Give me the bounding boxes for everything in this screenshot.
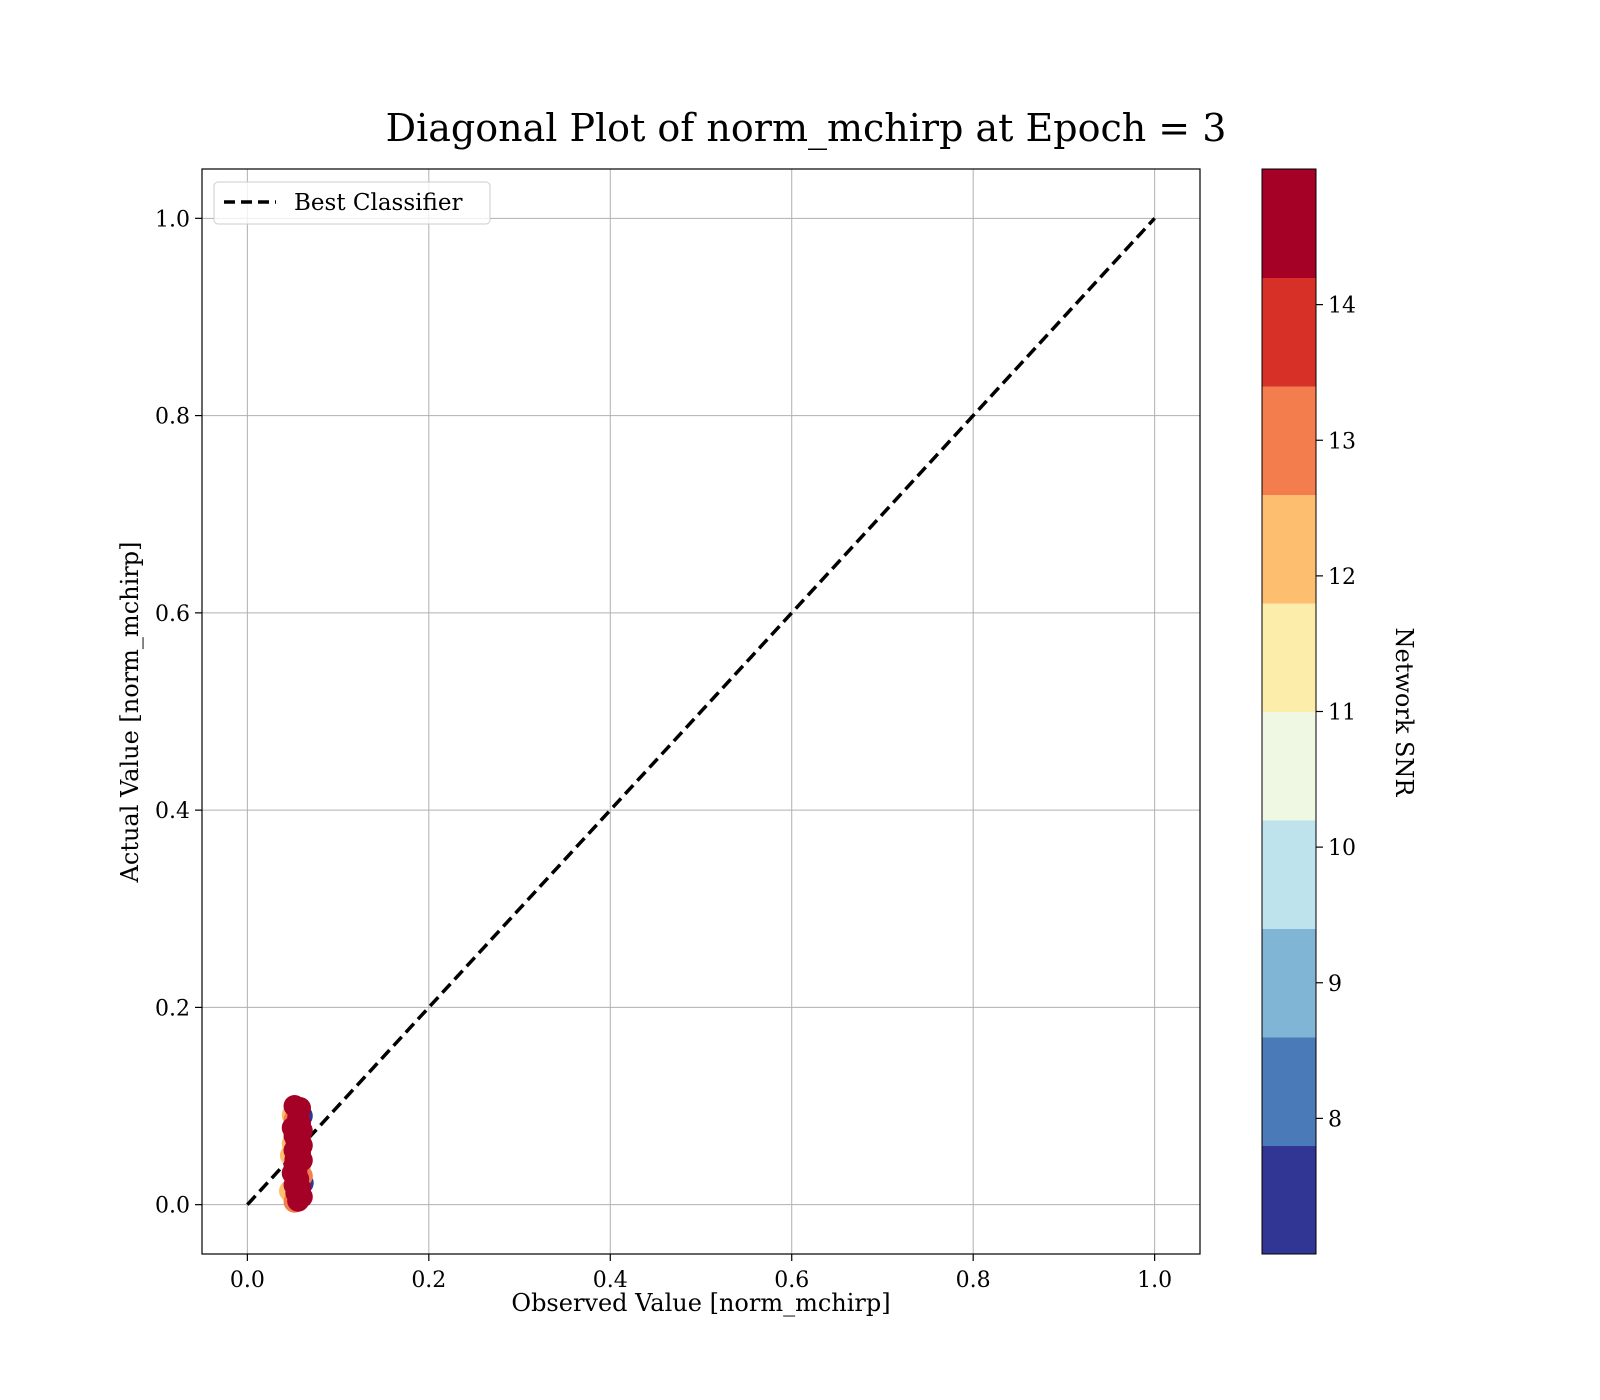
x-tick-label: 0.4 <box>593 1268 628 1293</box>
best-classifier-line <box>246 217 1156 1206</box>
colorbar-segment <box>1262 494 1316 604</box>
y-axis-label: Actual Value [norm_mchirp] <box>116 542 144 884</box>
x-axis-ticks: 0.0 0.2 0.4 0.6 0.8 1.0 <box>230 1254 1172 1293</box>
x-tick-label: 0.6 <box>774 1268 809 1293</box>
colorbar-tick-label: 10 <box>1328 836 1356 861</box>
colorbar <box>1262 169 1316 1255</box>
x-tick-label: 0.8 <box>956 1268 991 1293</box>
y-tick-label: 1.0 <box>155 207 190 232</box>
scatter-point <box>290 1185 313 1208</box>
scatter-point <box>283 1095 306 1118</box>
colorbar-segment <box>1262 1145 1316 1255</box>
colorbar-tick-label: 11 <box>1328 701 1356 726</box>
y-tick-label: 0.6 <box>155 602 190 627</box>
colorbar-tick-label: 12 <box>1328 565 1356 590</box>
colorbar-segment <box>1262 277 1316 387</box>
plot-area-frame <box>201 168 1201 1255</box>
legend: Best Classifier <box>213 181 491 225</box>
colorbar-segment <box>1262 386 1316 495</box>
colorbar-segment <box>1262 169 1316 278</box>
scatter-point <box>286 1111 309 1134</box>
x-tick-label: 1.0 <box>1137 1268 1172 1293</box>
colorbar-tick-label: 13 <box>1328 429 1356 454</box>
colorbar-segment <box>1262 1037 1316 1146</box>
legend-box <box>213 181 491 225</box>
x-axis-label: Observed Value [norm_mchirp] <box>511 1289 890 1317</box>
colorbar-segment <box>1262 603 1316 712</box>
colorbar-segment <box>1262 820 1316 929</box>
scatter-points <box>279 1095 314 1213</box>
scatter-point <box>285 1129 308 1152</box>
colorbar-segment <box>1262 711 1316 821</box>
colorbar-tick-label: 9 <box>1328 972 1342 997</box>
y-tick-label: 0.0 <box>155 1194 190 1219</box>
colorbar-ticks: 8 9 10 11 12 13 14 <box>1316 294 1356 1132</box>
y-tick-label: 0.4 <box>155 799 190 824</box>
y-tick-label: 0.8 <box>155 405 190 430</box>
reference-line-layer <box>246 217 1156 1206</box>
x-tick-label: 0.2 <box>411 1268 446 1293</box>
colorbar-label: Network SNR <box>1390 628 1418 798</box>
y-axis-ticks: 0.0 0.2 0.4 0.6 0.8 1.0 <box>155 207 202 1219</box>
colorbar-segment <box>1262 928 1316 1038</box>
chart-title: Diagonal Plot of norm_mchirp at Epoch = … <box>386 106 1227 151</box>
scatter-point <box>286 1167 309 1190</box>
colorbar-tick-label: 14 <box>1328 294 1356 319</box>
legend-label-best-classifier: Best Classifier <box>294 190 462 216</box>
y-tick-label: 0.2 <box>155 996 190 1021</box>
grid-lines <box>202 169 1200 1254</box>
x-tick-label: 0.0 <box>230 1268 265 1293</box>
colorbar-tick-label: 8 <box>1328 1107 1342 1132</box>
